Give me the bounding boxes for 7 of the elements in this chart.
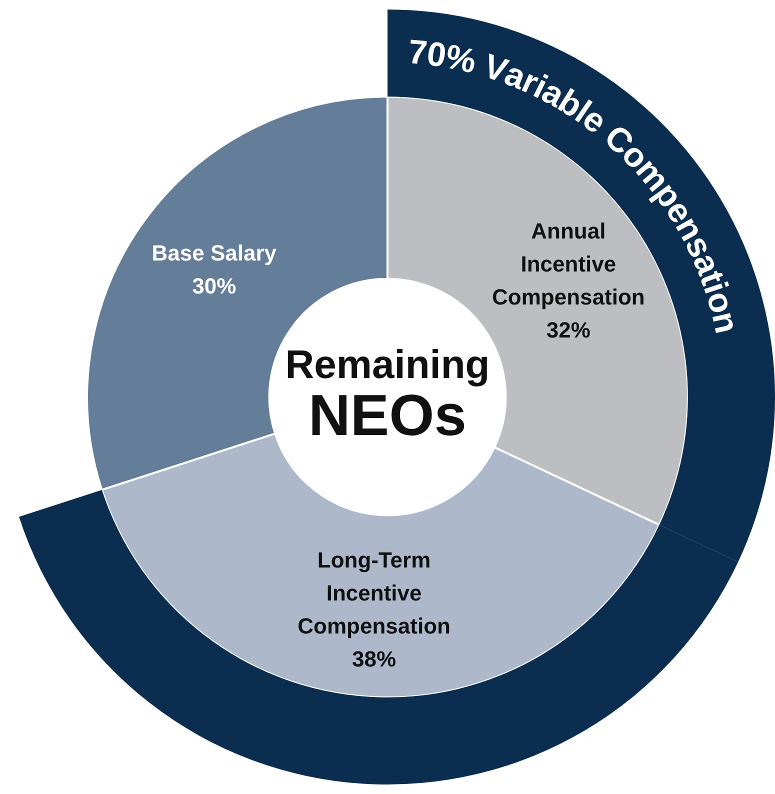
data-label: 32% xyxy=(546,318,590,343)
text: Remaining NEOs xyxy=(285,343,490,448)
slice-label: Annual Incentive Compensation xyxy=(492,218,645,310)
slice-label: Long-Term Incentive Compensation xyxy=(298,547,450,638)
data-label: 30% xyxy=(192,274,236,299)
data-label: 38% xyxy=(352,646,396,672)
slice-label: Base Salary xyxy=(152,240,278,266)
